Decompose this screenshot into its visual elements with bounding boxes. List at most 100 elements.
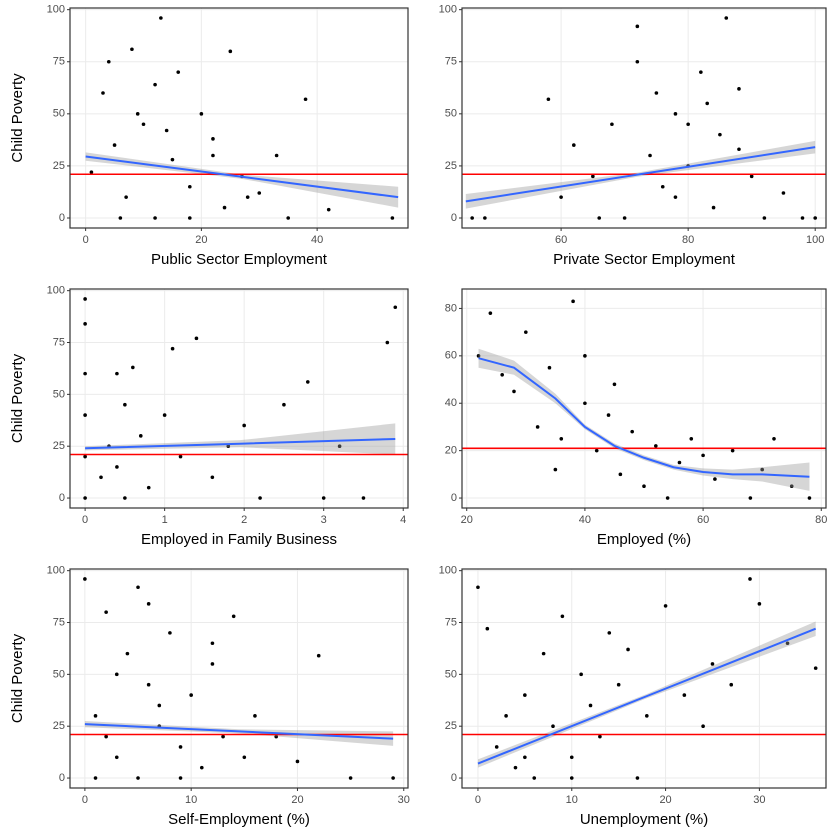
point (146, 485, 151, 490)
point (115, 371, 119, 376)
point (390, 216, 395, 220)
point (701, 453, 705, 458)
point (470, 216, 474, 220)
point (559, 195, 563, 199)
trend-line (85, 437, 396, 450)
point (699, 70, 703, 74)
x-tick-label: 20 (659, 794, 671, 806)
point (711, 205, 716, 210)
y-tick-label: 25 (445, 720, 457, 732)
y-tick-label: 100 (47, 565, 65, 577)
point (124, 195, 128, 199)
y-tick-label: 0 (451, 212, 457, 224)
point (612, 382, 617, 387)
y-tick-label: 100 (439, 4, 457, 16)
point (188, 216, 192, 220)
point (616, 682, 621, 687)
point (663, 604, 668, 608)
point (170, 346, 175, 351)
panel-border (69, 288, 409, 509)
point (635, 24, 640, 29)
y-tick-label: 25 (53, 720, 65, 732)
panel (70, 289, 408, 508)
y-tick-label: 0 (59, 212, 65, 224)
point (513, 765, 518, 770)
point (813, 666, 818, 670)
point (757, 602, 762, 606)
y-tick-label: 25 (53, 160, 65, 172)
point (210, 475, 215, 480)
point (189, 693, 193, 697)
point (591, 174, 595, 179)
point (622, 216, 627, 220)
point (83, 297, 87, 301)
y-tick-label: 100 (439, 565, 457, 577)
point (274, 734, 279, 739)
panel-border (461, 7, 827, 229)
point (226, 444, 231, 448)
point (559, 436, 564, 441)
trend-line (478, 357, 810, 478)
y-tick-label: 0 (451, 492, 457, 504)
point (210, 662, 215, 666)
point (194, 336, 199, 341)
point (131, 365, 135, 370)
x-axis-title: Unemployment (%) (580, 811, 708, 828)
y-tick-label: 75 (53, 56, 65, 68)
panel (70, 569, 408, 788)
point (673, 195, 678, 199)
point (231, 614, 236, 619)
point (724, 16, 729, 20)
point (83, 413, 87, 417)
point (286, 216, 290, 220)
y-tick-label: 50 (445, 668, 457, 680)
point (705, 101, 710, 106)
point (83, 371, 87, 376)
point (583, 354, 587, 358)
y-axis-title: Child Poverty (9, 633, 26, 723)
point (146, 602, 151, 606)
x-tick-label: 20 (195, 234, 207, 246)
y-tick-label: 0 (59, 772, 65, 784)
point (176, 70, 181, 74)
y-tick-label: 100 (47, 4, 65, 16)
point (488, 311, 493, 315)
point (104, 734, 108, 739)
point (385, 340, 390, 345)
x-tick-label: 80 (815, 514, 827, 526)
point (607, 631, 612, 635)
point (485, 626, 490, 631)
y-tick-label: 60 (445, 350, 457, 362)
point (83, 496, 87, 500)
point (115, 465, 119, 469)
x-tick-label: 3 (321, 514, 327, 526)
trend-line (84, 723, 394, 740)
point (718, 132, 722, 137)
x-tick-label: 60 (555, 234, 567, 246)
point (162, 413, 167, 417)
point (654, 444, 658, 448)
point (253, 714, 257, 718)
point (337, 444, 342, 448)
point (748, 496, 753, 500)
x-tick-label: 40 (579, 514, 591, 526)
x-tick-label: 0 (83, 234, 89, 246)
point (242, 755, 247, 760)
point (199, 765, 204, 770)
trend-line (85, 155, 399, 199)
point (476, 354, 481, 358)
trend-line (465, 146, 816, 203)
point (737, 87, 741, 91)
point (361, 496, 366, 500)
point (321, 496, 326, 500)
point (125, 651, 130, 656)
point (135, 112, 140, 116)
x-axis-title: Self-Employment (%) (168, 811, 310, 828)
point (781, 191, 786, 195)
point (326, 207, 331, 212)
y-tick-label: 75 (445, 616, 457, 628)
x-tick-label: 80 (682, 234, 694, 246)
point (305, 380, 310, 384)
point (393, 305, 398, 310)
point (737, 147, 741, 152)
